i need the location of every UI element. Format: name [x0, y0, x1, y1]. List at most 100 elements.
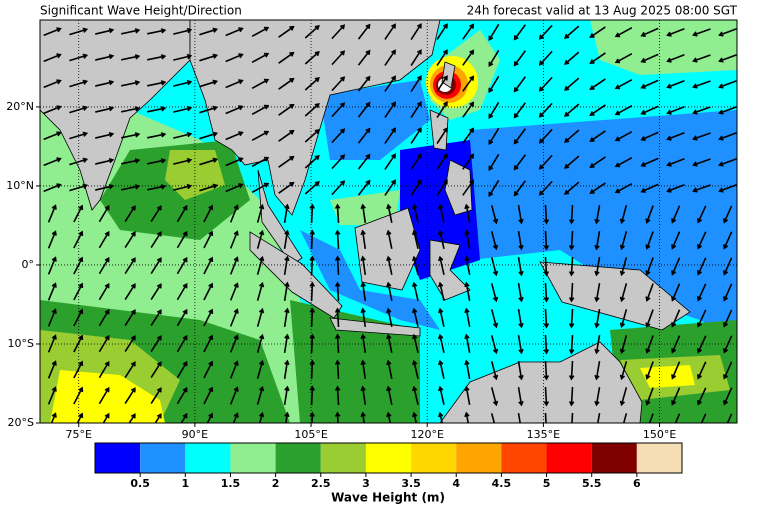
wave-arrow	[121, 158, 141, 165]
wave-arrow	[692, 54, 711, 63]
wave-arrow	[594, 230, 601, 251]
wave-arrow	[490, 283, 499, 303]
wave-arrow	[251, 26, 270, 38]
wave-arrow	[173, 105, 193, 113]
wave-arrow	[225, 53, 244, 63]
wave-arrow	[513, 102, 526, 119]
wave-arrow	[69, 105, 89, 114]
wave-arrow	[619, 231, 628, 251]
wave-arrow	[538, 76, 553, 92]
wave-arrow	[154, 413, 162, 423]
wave-arrow	[225, 105, 244, 115]
wave-arrow	[718, 106, 737, 115]
wave-arrow	[597, 412, 601, 423]
wave-arrow	[538, 128, 553, 144]
colorbar-tick-label: 2.5	[311, 477, 331, 490]
wave-arrow	[674, 413, 681, 423]
colorbar-tick-label: 1.5	[221, 477, 241, 490]
land	[429, 109, 473, 216]
wave-arrow	[199, 79, 219, 88]
wave-arrow	[564, 103, 580, 117]
wave-arrow	[203, 386, 214, 405]
wave-arrow	[256, 307, 265, 327]
wave-arrow	[173, 53, 193, 61]
wave-arrow	[199, 105, 219, 114]
wave-arrow	[726, 413, 733, 423]
wave-arrow	[645, 283, 654, 302]
wave-arrow	[411, 255, 419, 275]
wave-arrow	[645, 361, 654, 380]
colorbar-tick-label: 2	[272, 477, 280, 490]
wave-arrow	[410, 75, 422, 92]
y-tick-label: 10°N	[6, 179, 34, 192]
wave-arrow	[568, 230, 575, 251]
colorbar-tick-label: 6	[633, 477, 641, 490]
wave-arrow	[619, 257, 628, 277]
colorbar-label: Wave Height (m)	[331, 491, 445, 505]
colorbar-swatch	[230, 443, 276, 473]
wave-arrow	[438, 229, 445, 249]
wave-arrow	[180, 412, 188, 423]
wave-arrow	[147, 106, 167, 113]
wave-arrow	[304, 76, 320, 91]
wave-arrow	[47, 204, 57, 223]
wave-arrow	[283, 307, 290, 328]
wave-arrow	[697, 231, 707, 250]
wave-arrow	[622, 413, 628, 423]
wave-arrow	[384, 101, 396, 118]
wave-arrow	[173, 157, 193, 165]
wave-arrow	[251, 182, 270, 194]
wave-arrow	[69, 79, 89, 88]
wave-arrow	[614, 104, 633, 116]
wave-arrow	[43, 105, 62, 115]
wave-arrow	[723, 205, 733, 224]
wave-arrow	[278, 181, 295, 194]
wave-arrow	[43, 183, 62, 193]
wave-arrow	[488, 127, 500, 146]
wave-arrow	[538, 102, 553, 118]
wave-arrow	[490, 257, 499, 277]
wave-arrow	[589, 78, 606, 90]
wave-arrow	[410, 127, 422, 144]
wave-arrow	[436, 49, 448, 66]
wave-arrow	[384, 49, 396, 66]
wave-arrow	[619, 309, 628, 329]
wave-arrow	[283, 229, 290, 250]
wave-arrow	[384, 75, 396, 92]
wave-arrow	[564, 51, 580, 65]
wave-arrow	[410, 153, 422, 170]
colorbar-tick-label: 4	[452, 477, 460, 490]
wave-arrow	[564, 77, 580, 91]
wave-arrow	[278, 51, 295, 64]
wave-arrow	[648, 413, 654, 423]
wave-arrow	[225, 79, 244, 89]
wave-arrow	[334, 385, 341, 406]
wave-arrow	[47, 230, 57, 249]
wave-arrow	[410, 23, 422, 40]
map-labels: 75°E 90°E 105°E 120°E 135°E 150°E 20°N 10°N 0° 10…	[6, 100, 676, 441]
wave-arrow	[124, 283, 136, 301]
land	[354, 207, 421, 291]
wave-arrow	[462, 75, 475, 92]
wave-arrow	[438, 411, 444, 423]
wave-arrow	[517, 308, 524, 329]
colorbar-swatch	[95, 443, 141, 473]
map-area	[40, 20, 737, 423]
wave-arrow	[488, 75, 500, 94]
wave-arrow	[568, 256, 575, 277]
wave-arrow	[671, 231, 681, 250]
wave-arrow	[464, 307, 471, 327]
wave-arrow	[251, 130, 270, 142]
wave-arrow	[386, 255, 393, 275]
wave-arrow	[568, 282, 575, 303]
map-frame	[39, 19, 738, 424]
wave-arrow	[173, 131, 193, 139]
wave-arrow	[69, 53, 89, 62]
wave-arrow	[614, 26, 633, 38]
wave-arrow	[176, 256, 188, 275]
wave-arrow	[723, 283, 733, 302]
colorbar-swatch	[185, 443, 231, 473]
wave-arrow	[410, 179, 422, 196]
wave-arrow	[147, 132, 167, 139]
wave-arrow	[517, 386, 524, 407]
